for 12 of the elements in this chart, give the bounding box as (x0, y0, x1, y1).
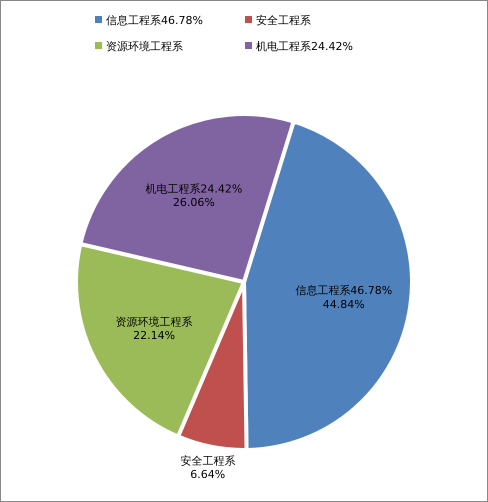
legend-label: 资源环境工程系 (106, 40, 183, 53)
data-label: 26.06% (172, 196, 215, 210)
data-label: 22.14% (133, 329, 176, 342)
slice-label: 安全工程系 (180, 454, 236, 468)
data-label: 44.84% (322, 298, 365, 311)
legend-label: 安全工程系 (256, 14, 311, 27)
legend-label: 机电工程系24.42% (256, 40, 353, 53)
slice-label: 信息工程系46.78% (295, 284, 392, 298)
slice-label: 机电工程系24.42% (145, 182, 242, 196)
legend-label: 信息工程系46.78% (106, 14, 203, 27)
data-label: 6.64% (190, 468, 226, 482)
slice-label: 资源环境工程系 (116, 315, 193, 328)
